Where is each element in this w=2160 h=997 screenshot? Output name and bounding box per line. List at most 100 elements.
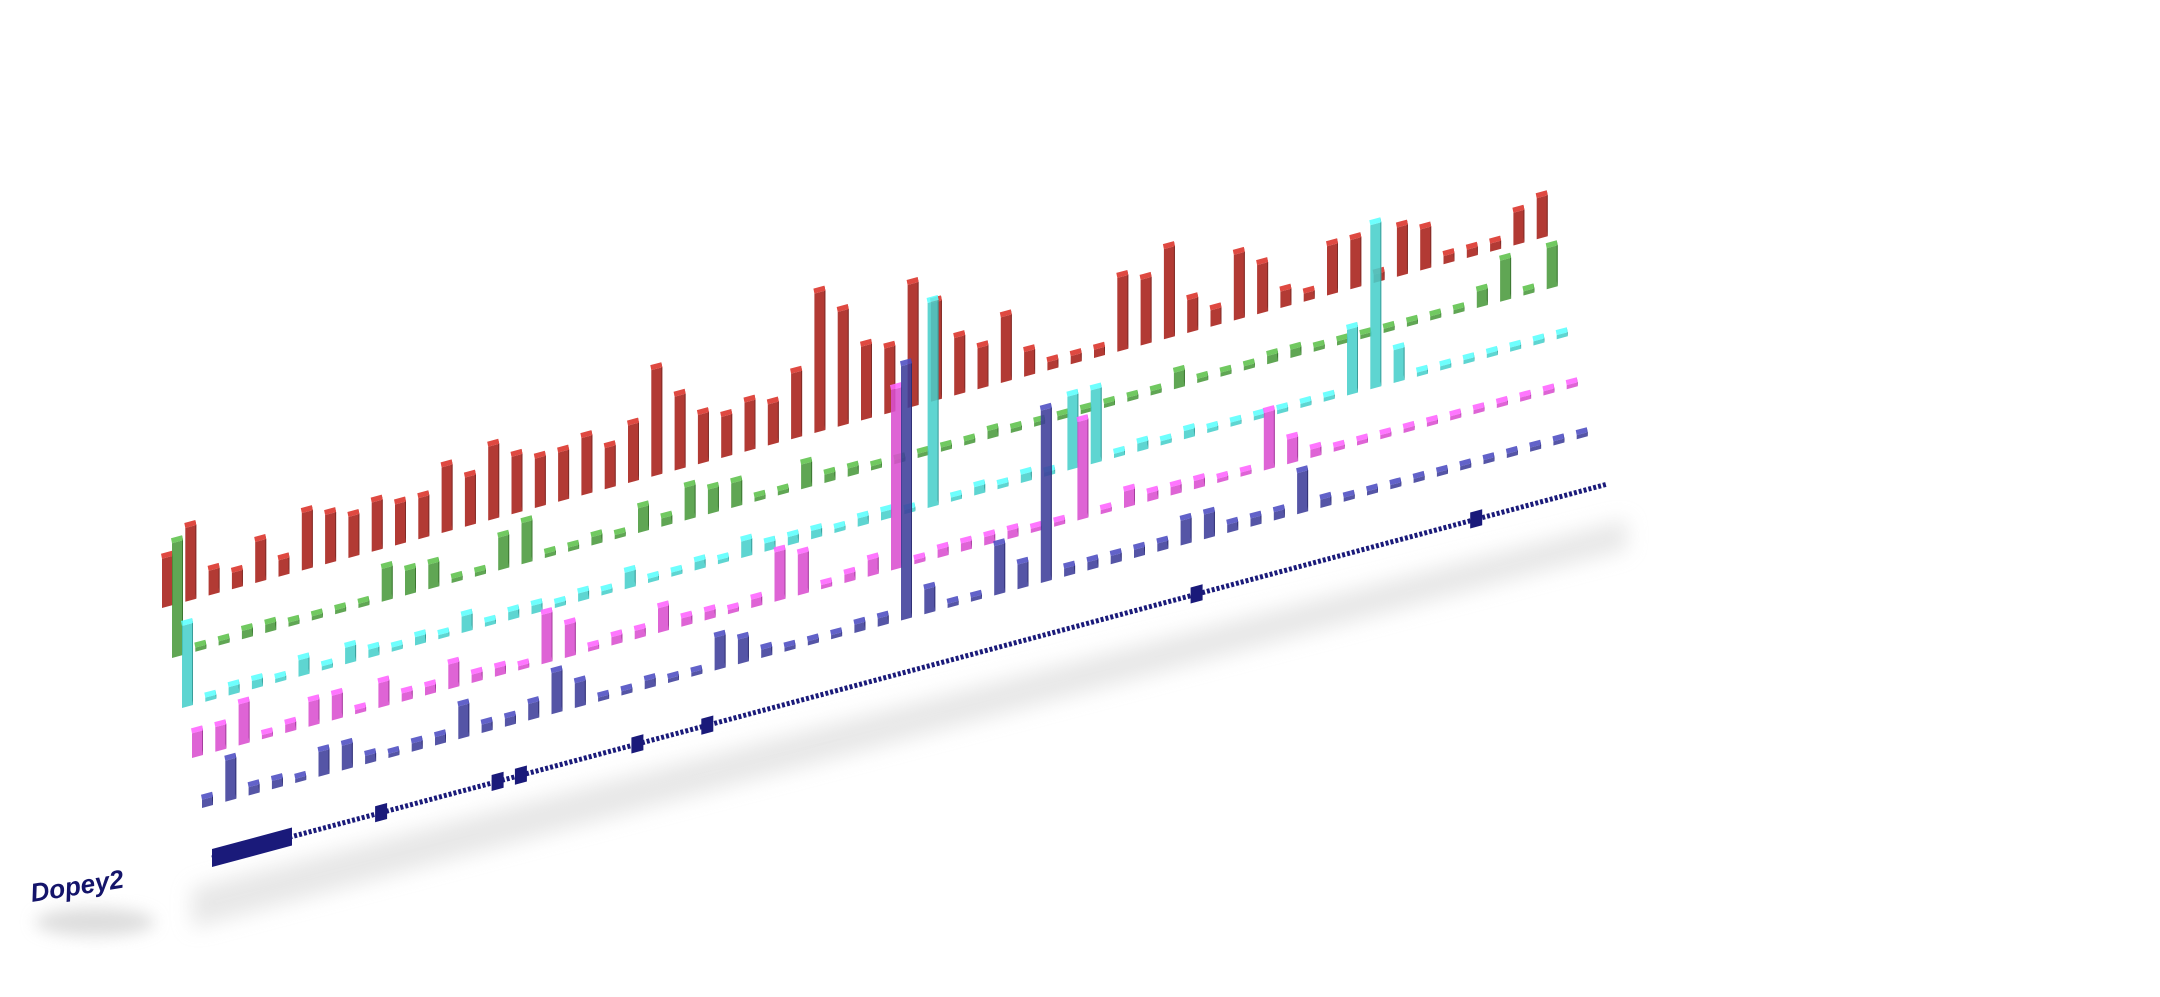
bar-front bbox=[787, 534, 799, 546]
bar-front bbox=[428, 561, 440, 590]
bar-front bbox=[225, 757, 237, 802]
bar-track_red-27 bbox=[790, 365, 803, 440]
bar-track_blue-21 bbox=[690, 664, 703, 677]
bar-track_green-24 bbox=[730, 475, 743, 508]
bar-front bbox=[1134, 546, 1145, 558]
bar-top bbox=[217, 633, 230, 642]
bar-front bbox=[255, 539, 267, 583]
bar-front bbox=[531, 603, 543, 615]
bar-top bbox=[367, 641, 380, 650]
bar-front bbox=[1017, 561, 1029, 590]
bar-top bbox=[470, 666, 483, 675]
bar-top bbox=[487, 438, 500, 447]
bar-track_green-36 bbox=[1009, 420, 1022, 433]
bar-track_magenta-16 bbox=[563, 617, 576, 658]
bar-track_red-40 bbox=[1093, 341, 1105, 358]
bar-track_green-42 bbox=[1149, 383, 1162, 396]
bar-side bbox=[754, 394, 756, 449]
bar-front bbox=[994, 543, 1006, 596]
bar-front bbox=[215, 724, 227, 752]
bar-front bbox=[807, 638, 819, 646]
bar-track_cyan-5 bbox=[297, 652, 310, 677]
bar-top bbox=[344, 639, 357, 648]
bar-front bbox=[1536, 195, 1548, 240]
bar-track_red-9 bbox=[370, 494, 383, 552]
bar-track_red-47 bbox=[1256, 257, 1269, 315]
bar-track_magenta-57 bbox=[1519, 389, 1532, 402]
bar-top bbox=[906, 277, 919, 285]
bar-front bbox=[648, 575, 659, 583]
bar-front bbox=[348, 514, 360, 558]
bar-track_red-38 bbox=[1046, 354, 1059, 371]
bar-front bbox=[341, 742, 353, 771]
bar-front bbox=[1347, 326, 1358, 396]
bar-top bbox=[1252, 408, 1265, 417]
bar-track_green-4 bbox=[264, 616, 277, 633]
bar-front bbox=[325, 512, 337, 565]
bar-side bbox=[1267, 257, 1269, 312]
bar-track_red-13 bbox=[463, 469, 476, 527]
bar-front bbox=[1020, 471, 1032, 483]
bar-track_blue-48 bbox=[1319, 491, 1332, 508]
bar-top bbox=[1342, 489, 1355, 498]
bar-track_magenta-38 bbox=[1076, 414, 1089, 521]
bar-track_magenta-49 bbox=[1332, 439, 1345, 452]
bar-top bbox=[1475, 283, 1488, 292]
bar-top bbox=[696, 407, 709, 416]
bar-track_green-40 bbox=[1103, 395, 1115, 408]
bar-front bbox=[801, 461, 813, 490]
bar-side bbox=[341, 687, 343, 718]
bar-top bbox=[334, 602, 347, 611]
bar-front bbox=[977, 345, 989, 390]
bar-track_magenta-15 bbox=[540, 607, 553, 665]
bar-side bbox=[1380, 217, 1382, 387]
bar-side bbox=[584, 675, 586, 705]
bar-track_magenta-7 bbox=[354, 702, 367, 715]
bar-top bbox=[1545, 240, 1558, 249]
bar-track_magenta-43 bbox=[1192, 473, 1205, 490]
bar-track_red-42 bbox=[1139, 271, 1152, 346]
bar-side bbox=[917, 277, 919, 405]
bar-front bbox=[335, 607, 347, 615]
bar-front bbox=[241, 628, 253, 640]
bar-track_cyan-20 bbox=[647, 570, 659, 583]
bar-top bbox=[703, 604, 716, 613]
bar-track_green-5 bbox=[287, 614, 300, 627]
bar-track_blue-1 bbox=[224, 752, 237, 802]
bar-track_green-55 bbox=[1452, 302, 1465, 315]
bar-front bbox=[1413, 475, 1425, 483]
bar-track_magenta-20 bbox=[657, 600, 669, 633]
bar-track_blue-30 bbox=[900, 358, 912, 621]
bar-front bbox=[1297, 470, 1309, 515]
bar-top bbox=[1209, 302, 1222, 311]
bar-track_green-57 bbox=[1499, 252, 1512, 302]
bar-front bbox=[997, 482, 1009, 490]
bar-side bbox=[724, 629, 726, 668]
bar-track_red-30 bbox=[860, 338, 872, 421]
bar-front bbox=[391, 644, 403, 652]
bar-track_magenta-47 bbox=[1286, 431, 1299, 465]
bar-track_cyan-53 bbox=[1415, 364, 1428, 377]
bar-side bbox=[508, 529, 510, 568]
bar-front bbox=[534, 455, 546, 508]
bar-side bbox=[1360, 232, 1362, 287]
bar-front bbox=[854, 621, 866, 633]
bar-side bbox=[355, 639, 357, 662]
bar-top bbox=[1499, 252, 1512, 261]
bar-top bbox=[1395, 219, 1408, 228]
bar-front bbox=[1180, 517, 1192, 546]
bar-track_cyan-57 bbox=[1509, 339, 1522, 352]
bar-front bbox=[871, 463, 882, 471]
bar-side bbox=[195, 520, 197, 599]
bar-top bbox=[1519, 389, 1532, 398]
bar-front bbox=[1160, 438, 1172, 446]
bar-top bbox=[227, 679, 240, 688]
bar-top bbox=[1296, 465, 1309, 474]
bar-side bbox=[218, 562, 220, 593]
bar-track_blue-45 bbox=[1249, 510, 1262, 527]
bar-front bbox=[1310, 446, 1322, 458]
bar-track_green-7 bbox=[334, 602, 347, 615]
bar-side bbox=[1307, 465, 1309, 512]
bar-front bbox=[1370, 222, 1382, 390]
bar-front bbox=[1313, 344, 1325, 352]
